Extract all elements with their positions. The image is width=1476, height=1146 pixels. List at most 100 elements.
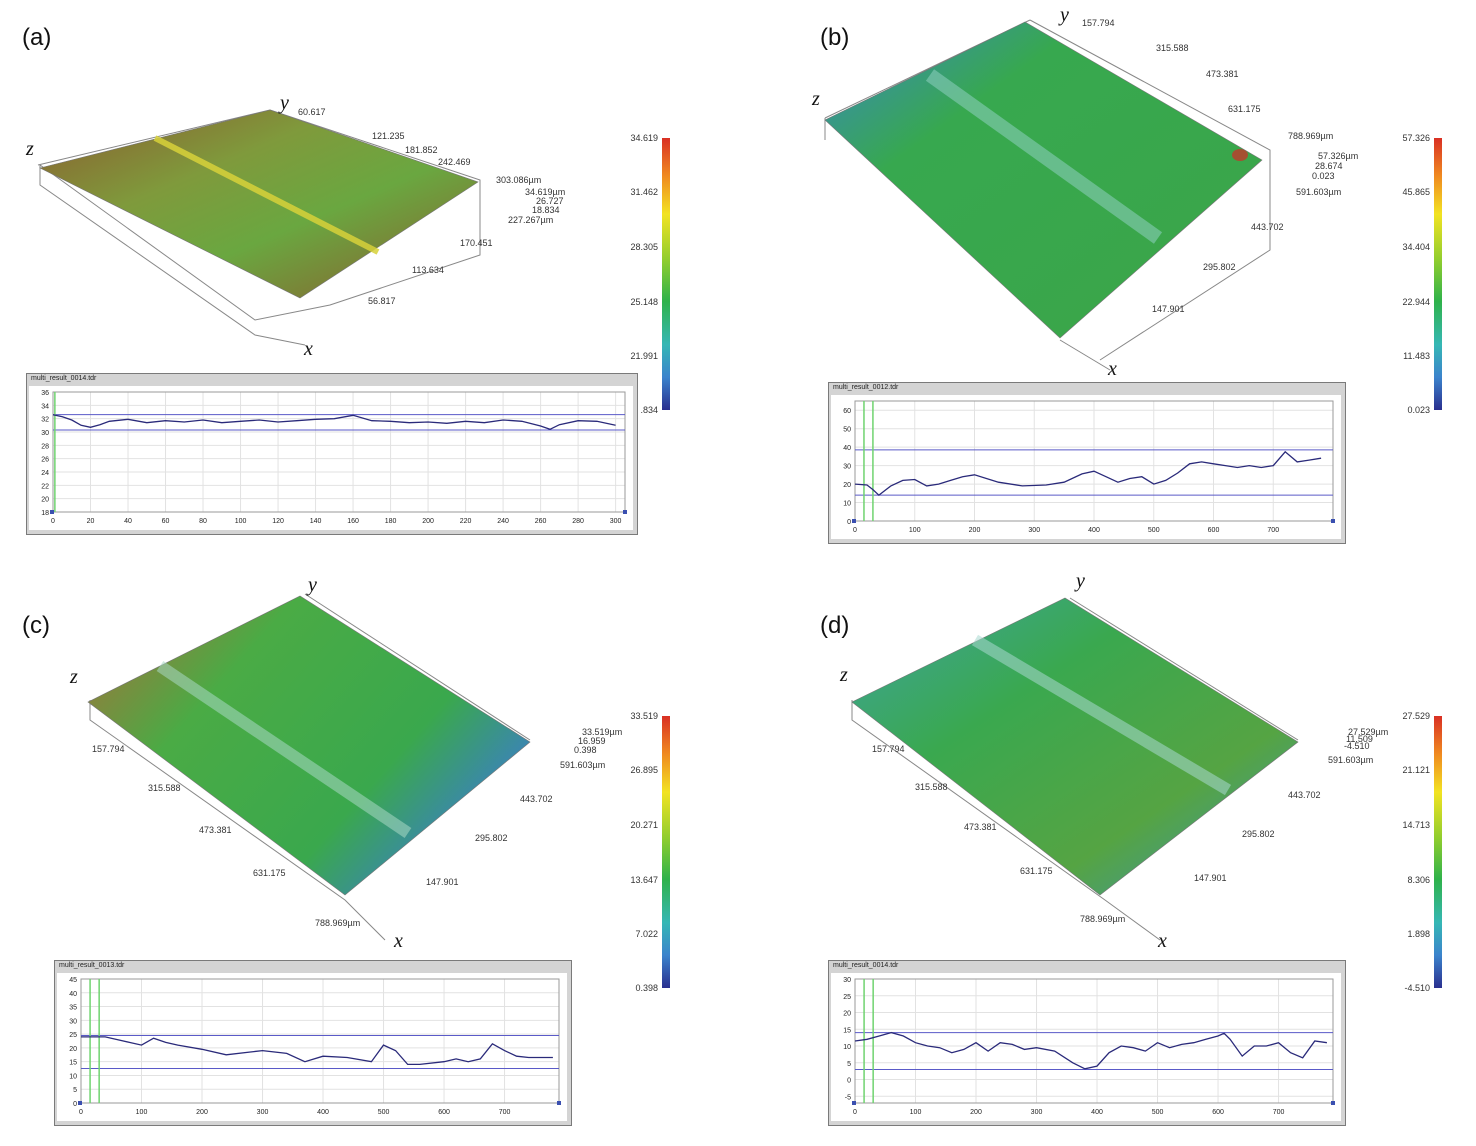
surface-3d-plot [37, 109, 481, 346]
dim-label: 170.451 [460, 238, 493, 248]
z-axis-name: z [840, 664, 848, 686]
dim-label: 227.267µm [508, 215, 554, 225]
profile-window: multi_result_0013.tdr 0 5 10 15 20 25 30 35 40 45… [54, 960, 572, 1126]
colorbar-tick: 0.398 [635, 983, 658, 993]
x-tick-label: 500 [378, 1109, 390, 1116]
panel-label: (d) [820, 612, 850, 639]
dim-label: 0.023 [1312, 171, 1335, 181]
y-tick-label: 20 [843, 1011, 851, 1018]
y-tick-label: 30 [843, 977, 851, 984]
dim-label: 34.619µm [525, 187, 566, 197]
dim-label: 147.901 [1194, 873, 1227, 883]
dim-label: 315.588 [1156, 43, 1189, 53]
dim-label: 242.469 [438, 157, 471, 167]
y-tick-label: 32 [41, 417, 49, 424]
x-tick-label: 160 [347, 518, 359, 525]
colorbar: 33.519 26.895 20.271 13.647 7.022 0.398 [630, 711, 670, 993]
x-tick-label: 100 [910, 1109, 922, 1116]
x-tick-label: 260 [535, 518, 547, 525]
profile-title: multi_result_0013.tdr [59, 962, 125, 969]
x-tick-label: 700 [499, 1109, 511, 1116]
x-axis-name: x [394, 930, 403, 952]
colorbar-tick: 31.462 [630, 187, 658, 197]
plot-frame [854, 978, 1334, 1104]
dim-label: 157.794 [92, 744, 125, 754]
x-tick-label: 700 [1267, 527, 1279, 534]
colorbar-tick: 21.991 [630, 351, 658, 361]
x-tick-label: 200 [970, 1109, 982, 1116]
x-tick-label: 140 [310, 518, 322, 525]
dim-label: 591.603µm [560, 760, 606, 770]
range-handle-right [623, 510, 627, 514]
y-tick-label: 30 [843, 464, 851, 471]
x-axis-name: x [304, 338, 313, 360]
dim-label: 57.326µm [1318, 151, 1359, 161]
x-tick-label: 0 [51, 518, 55, 525]
profile-series-line [854, 1031, 1327, 1070]
x-tick-label: 240 [497, 518, 509, 525]
plot-frame [854, 400, 1334, 522]
x-tick-label: 80 [199, 518, 207, 525]
colorbar-tick: 27.529 [1402, 711, 1430, 721]
range-handle-right [1331, 519, 1335, 523]
y-tick-label: 20 [69, 1046, 77, 1053]
panel-label: (c) [22, 612, 50, 639]
y-tick-label: 35 [69, 1005, 77, 1012]
y-tick-label: 10 [69, 1073, 77, 1080]
x-tick-label: 280 [572, 518, 584, 525]
profile-series-line [81, 1036, 553, 1066]
profile-window: multi_result_0014.tdr 18 20 22 24 26 28 30 32 34… [26, 373, 638, 535]
colorbar-tick: 13.647 [630, 875, 658, 885]
range-handle-left [50, 510, 54, 514]
x-tick-label: 300 [1028, 527, 1040, 534]
colorbar: 57.326 45.865 34.404 22.944 11.483 0.023 [1402, 133, 1442, 415]
y-tick-label: 28 [41, 443, 49, 450]
plot-frame [52, 391, 626, 513]
colorbar: 34.619 31.462 28.305 25.148 21.991 .834 [630, 133, 670, 415]
x-axis-name: x [1108, 358, 1117, 380]
surface-3d-plot [824, 19, 1271, 371]
dim-label: 27.529µm [1348, 727, 1389, 737]
x-tick-label: 100 [909, 527, 921, 534]
y-tick-label: 15 [843, 1027, 851, 1034]
range-handle-right [1331, 1101, 1335, 1105]
x-tick-label: 60 [162, 518, 170, 525]
dim-label: 631.175 [253, 868, 286, 878]
range-handle-left [852, 519, 856, 523]
dim-label: 303.086µm [496, 175, 542, 185]
colorbar-tick: 26.895 [630, 765, 658, 775]
y-tick-label: 25 [843, 994, 851, 1001]
y-tick-label: 0 [847, 1078, 851, 1085]
y-axis-name: y [280, 92, 289, 114]
x-tick-label: 400 [317, 1109, 329, 1116]
profile-window: multi_result_0012.tdr 0 10 20 30 40 50 60 0 100 2… [828, 382, 1346, 544]
dim-label: 28.674 [1315, 161, 1343, 171]
y-tick-label: 45 [69, 977, 77, 984]
colorbar-tick: 28.305 [630, 242, 658, 252]
y-tick-label: 20 [843, 482, 851, 489]
y-tick-label: 5 [847, 1061, 851, 1068]
x-tick-label: 120 [272, 518, 284, 525]
dim-label: 113.634 [412, 265, 444, 275]
z-axis-name: z [26, 138, 34, 160]
y-tick-label: 10 [843, 501, 851, 508]
colorbar-tick: 20.271 [630, 820, 658, 830]
y-tick-label: 0 [847, 519, 851, 526]
x-tick-label: 300 [610, 518, 622, 525]
dim-label: 60.617 [298, 107, 326, 117]
dim-label: 473.381 [964, 822, 997, 832]
y-axis-name: y [1076, 570, 1085, 592]
dim-label: 147.901 [426, 877, 459, 887]
range-handle-left [78, 1101, 82, 1105]
colorbar-gradient [662, 138, 670, 410]
colorbar-tick: 22.944 [1402, 297, 1430, 307]
x-tick-label: 180 [385, 518, 397, 525]
x-tick-label: 100 [136, 1109, 148, 1116]
x-axis-name: x [1158, 930, 1167, 952]
x-tick-label: 200 [969, 527, 981, 534]
x-tick-label: 0 [79, 1109, 83, 1116]
x-tick-label: 500 [1152, 1109, 1164, 1116]
